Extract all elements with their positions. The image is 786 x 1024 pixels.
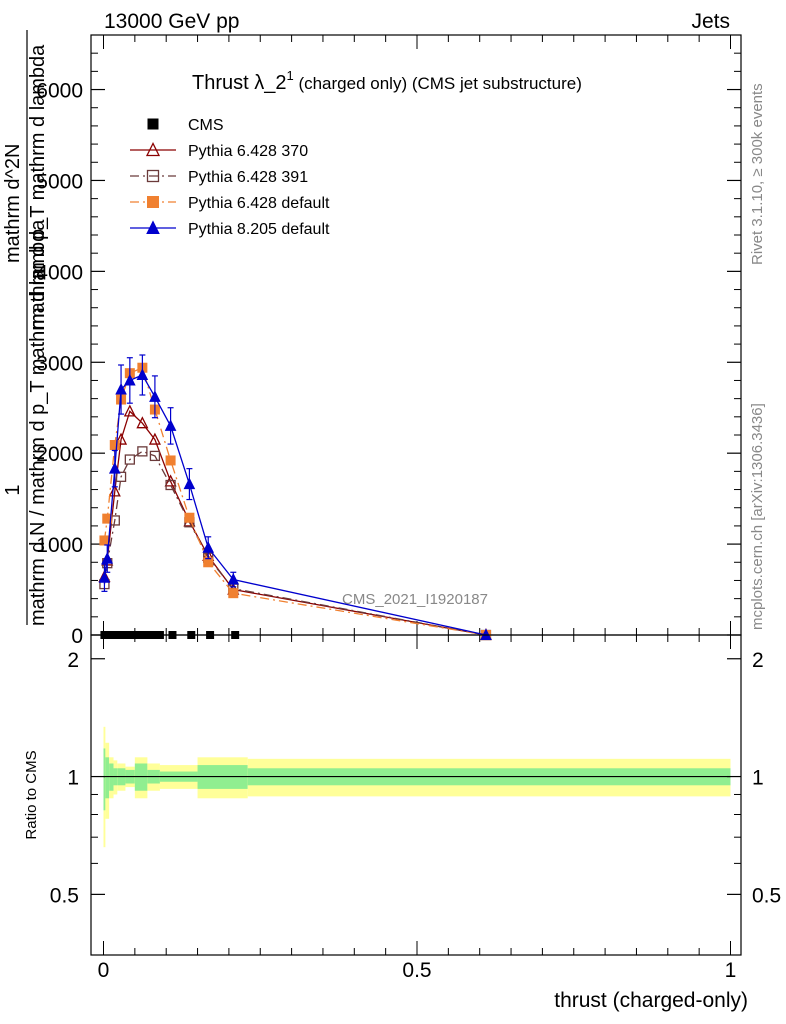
data-point (164, 419, 177, 431)
ratio-x-tick-label: 1 (725, 959, 737, 982)
chart-title: Thrust λ_21 (charged only) (CMS jet subs… (192, 68, 582, 94)
ratio-y-label: Ratio to CMS (23, 750, 40, 839)
data-point (124, 454, 135, 465)
legend-label: Pythia 6.428 391 (188, 169, 308, 186)
main-y-tick-label: 0 (71, 625, 83, 648)
data-point (202, 541, 215, 553)
data-point (108, 462, 121, 474)
main-y-tick-label: 4000 (36, 261, 83, 284)
legend-label: Pythia 6.428 default (188, 195, 330, 212)
legend-label: Pythia 6.428 370 (188, 143, 308, 160)
chart-title-main: Thrust λ_2 (192, 72, 286, 94)
data-point (115, 382, 127, 395)
ratio-x-tick-label: 0 (98, 959, 110, 982)
data-point (148, 432, 161, 445)
legend-marker (147, 118, 159, 130)
ratio-y-axis: 0.5 0.5 1 1 2 2 (50, 649, 781, 908)
ratio-x-axis: 0 0.5 1 (98, 635, 737, 982)
data-point (99, 535, 110, 546)
legend-label: CMS (188, 117, 224, 134)
data-point (136, 368, 149, 380)
ylabel-right-top: mathrm d^2N (2, 144, 24, 263)
data-point (98, 571, 111, 583)
data-point (183, 477, 196, 490)
legend-marker (147, 196, 159, 208)
data-point (124, 373, 136, 386)
main-y-tick-label: 5000 (36, 170, 83, 193)
main-y-tick-label: 1000 (36, 534, 83, 557)
ylabel-top: 1 (2, 484, 24, 495)
series-4 (98, 354, 492, 640)
data-point (136, 416, 149, 429)
ratio-y-tick-label-right: 0.5 (752, 884, 781, 907)
ratio-inner-band (103, 748, 106, 811)
chart-title-rest: (charged only) (CMS jet substructure) (294, 74, 582, 93)
ratio-y-tick-label-right: 1 (752, 767, 764, 790)
data-point (165, 455, 176, 466)
ratio-inner-band (105, 757, 110, 799)
x-axis-label: thrust (charged-only) (554, 989, 748, 1012)
series-line (103, 366, 487, 636)
series-line (103, 374, 487, 636)
ratio-y-tick-label: 0.5 (50, 884, 79, 907)
ratio-y-tick-label: 2 (67, 649, 79, 672)
data-point (115, 471, 127, 482)
main-x-axis (103, 35, 731, 635)
data-point (115, 432, 128, 445)
data-point (109, 440, 120, 450)
mcplots-label: mcplots.cern.ch [arXiv:1306.3436] (749, 403, 766, 630)
series-line (103, 450, 487, 636)
main-y-tick-label: 2000 (36, 443, 83, 466)
ratio-y-tick-label-right: 2 (752, 649, 764, 672)
data-point (165, 479, 176, 491)
ylabel-bottom: mathrm d N / mathrm d p_T mathrm d lambd… (27, 219, 49, 626)
main-y-tick-label: 6000 (36, 80, 83, 103)
data-point (227, 572, 240, 585)
chart-title-sup: 1 (286, 68, 293, 83)
data-point (123, 404, 136, 417)
rivet-label: Rivet 3.1.10, ≥ 300k events (749, 83, 766, 265)
data-point (184, 512, 195, 523)
legend-marker (146, 169, 160, 183)
ylabel-right-bottom: mathrm d p_T mathrm d lambda (27, 44, 49, 330)
analysis-watermark: CMS_2021_I1920187 (342, 591, 488, 608)
data-point (149, 450, 161, 462)
main-y-tick-label: 3000 (36, 352, 83, 375)
data-point (149, 390, 161, 402)
data-point (101, 552, 114, 564)
data-point (228, 588, 239, 599)
ratio-plot-frame (90, 634, 742, 956)
data-point (137, 446, 148, 457)
main-y-axis: 0 1000 2000 3000 4000 5000 6000 (36, 52, 741, 648)
energy-label: 13000 GeV pp (104, 10, 239, 33)
main-y-label: 1 mathrm d N / mathrm d p_T mathrm d lam… (2, 30, 49, 626)
data-point (102, 513, 113, 524)
ratio-bands (103, 726, 731, 848)
legend: CMS Pythia 6.428 370 Pythia 6.428 391 Pythi… (130, 117, 330, 238)
category-label: Jets (691, 10, 730, 33)
ratio-y-tick-label: 1 (67, 767, 79, 790)
legend-marker (145, 142, 161, 157)
ratio-x-tick-label: 0.5 (402, 959, 431, 982)
legend-marker (146, 220, 160, 234)
legend-label: Pythia 8.205 default (188, 221, 330, 238)
series-2 (99, 446, 492, 641)
